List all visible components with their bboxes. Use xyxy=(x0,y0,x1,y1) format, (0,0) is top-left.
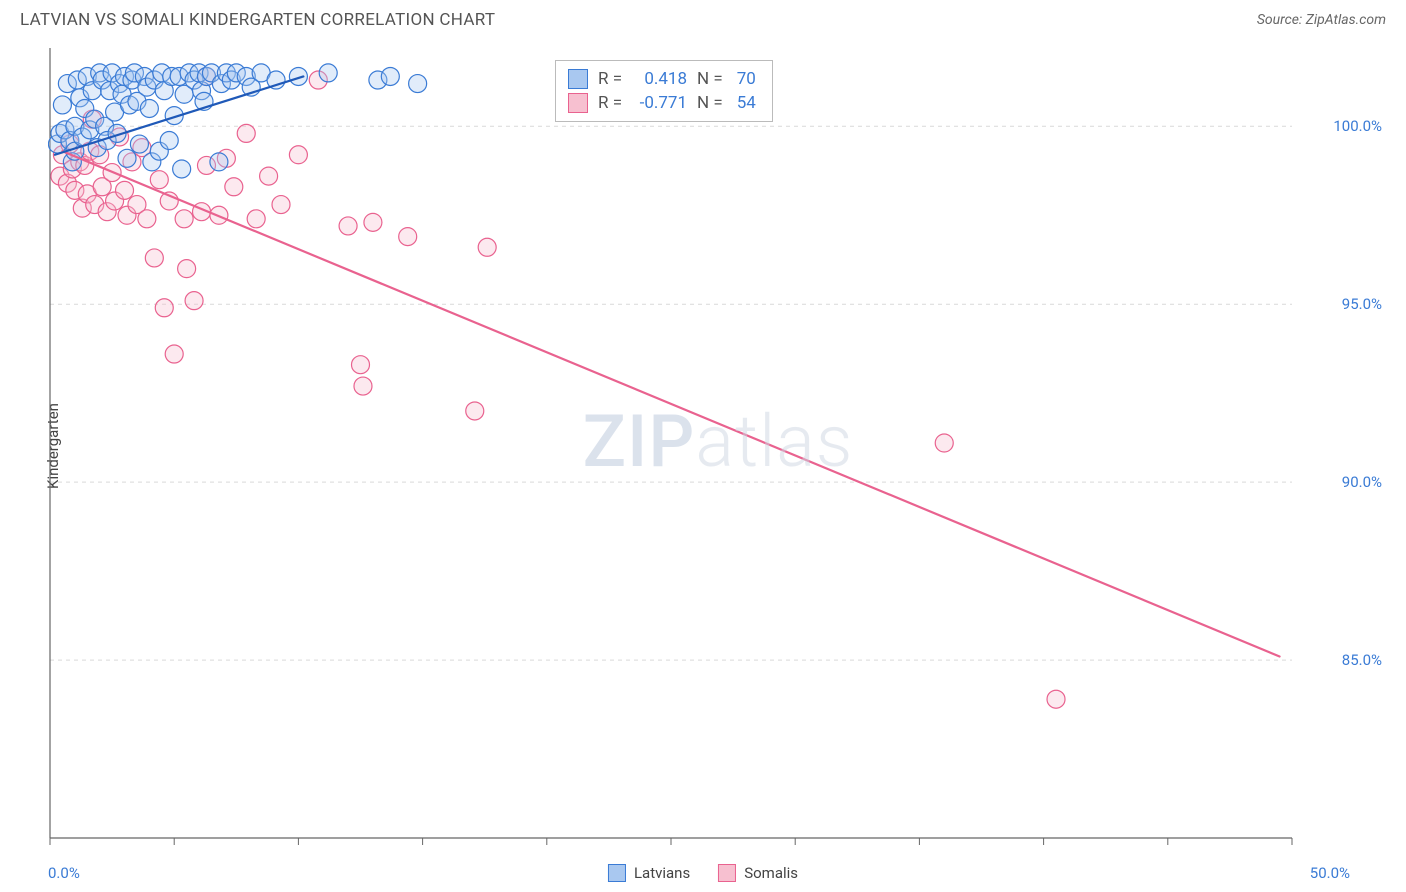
swatch-latvians xyxy=(568,69,588,89)
stat-n-somalis: 54 xyxy=(737,93,756,113)
swatch-somalis xyxy=(568,93,588,113)
y-tick-label: 90.0% xyxy=(1342,473,1382,491)
y-tick-label: 85.0% xyxy=(1342,651,1382,669)
x-axis-min-label: 0.0% xyxy=(48,864,80,882)
swatch-latvians xyxy=(608,864,626,882)
source-attribution: Source: ZipAtlas.com xyxy=(1257,12,1386,28)
stat-label-n: N = xyxy=(697,69,723,89)
x-axis-max-label: 50.0% xyxy=(1310,864,1350,882)
bottom-legend: Latvians Somalis xyxy=(608,864,798,882)
chart-title: LATVIAN VS SOMALI KINDERGARTEN CORRELATI… xyxy=(20,10,495,30)
stat-n-latvians: 70 xyxy=(737,69,756,89)
chart-area: ZIPatlas xyxy=(48,44,1388,856)
stat-r-somalis: -0.771 xyxy=(632,93,687,113)
legend-label-somalis: Somalis xyxy=(744,864,798,882)
stat-r-latvians: 0.418 xyxy=(632,69,687,89)
legend-item-latvians: Latvians xyxy=(608,864,690,882)
stats-row-latvians: R = 0.418 N = 70 xyxy=(568,67,756,91)
stats-row-somalis: R = -0.771 N = 54 xyxy=(568,91,756,115)
legend-item-somalis: Somalis xyxy=(718,864,798,882)
y-tick-label: 95.0% xyxy=(1342,295,1382,313)
legend-label-latvians: Latvians xyxy=(634,864,690,882)
stat-label-n: N = xyxy=(697,93,723,113)
swatch-somalis xyxy=(718,864,736,882)
y-tick-label: 100.0% xyxy=(1333,117,1382,135)
stat-label-r: R = xyxy=(598,69,622,89)
stat-label-r: R = xyxy=(598,93,622,113)
chart-svg xyxy=(48,44,1388,856)
stats-legend-box: R = 0.418 N = 70 R = -0.771 N = 54 xyxy=(555,60,773,122)
